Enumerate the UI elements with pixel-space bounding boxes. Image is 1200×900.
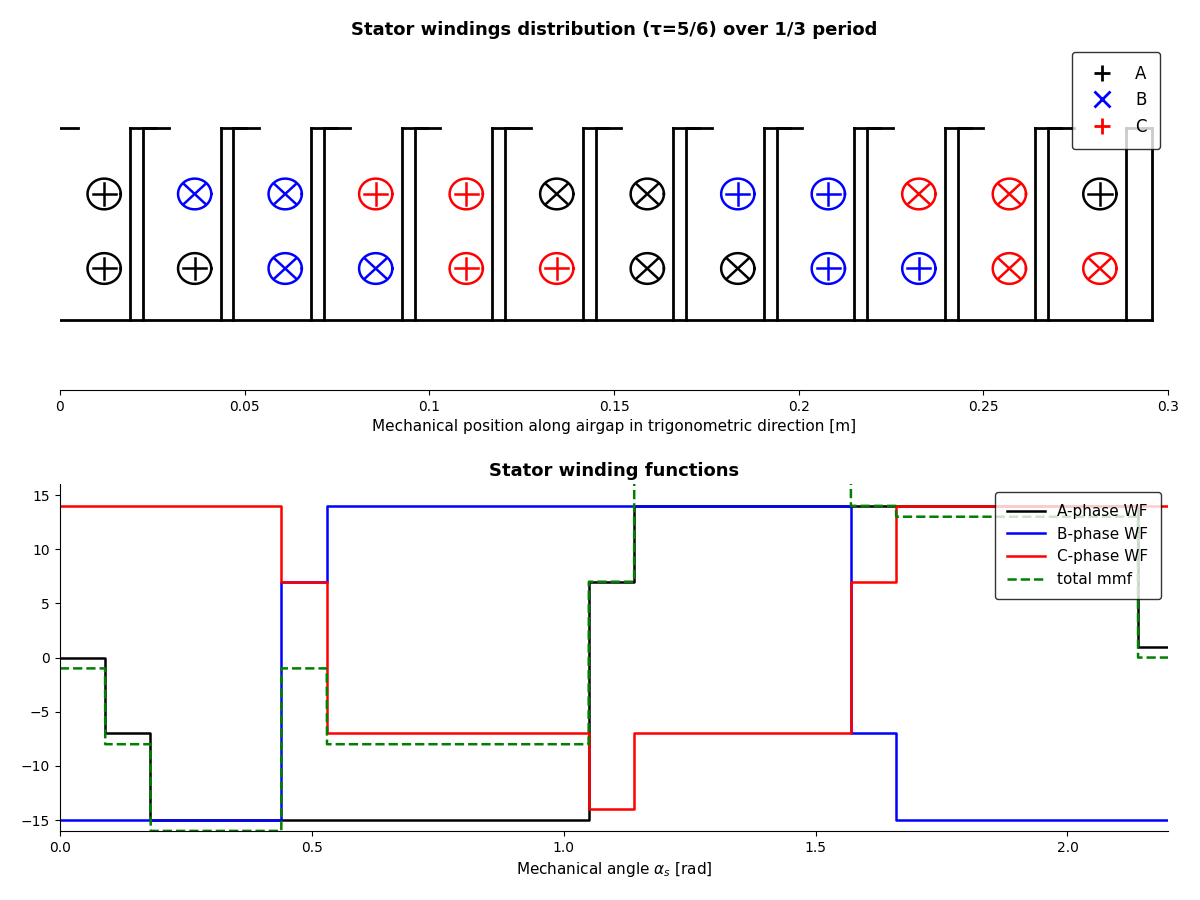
total mmf [476, 739, 491, 750]
C-phase WF [582, 728, 596, 739]
B-phase WF [889, 728, 904, 739]
Legend: A-phase WF, B-phase WF, C-phase WF, total mmf: A-phase WF, B-phase WF, C-phase WF, tota… [995, 492, 1160, 599]
C-phase WF [53, 500, 67, 511]
B-phase WF [319, 576, 334, 587]
C-phase WF [844, 728, 858, 739]
C-phase WF [1162, 500, 1176, 511]
Line: A-phase WF: A-phase WF [60, 506, 1169, 820]
X-axis label: Mechanical angle $\alpha_s$ [rad]: Mechanical angle $\alpha_s$ [rad] [516, 860, 713, 879]
A-phase WF [143, 728, 157, 739]
Line: B-phase WF: B-phase WF [60, 506, 1169, 820]
total mmf [965, 511, 979, 522]
C-phase WF [626, 804, 641, 814]
C-phase WF [626, 728, 641, 739]
total mmf [880, 500, 894, 511]
B-phase WF [319, 500, 334, 511]
C-phase WF [275, 576, 289, 587]
C-phase WF [889, 576, 904, 587]
Legend: A, B, C: A, B, C [1072, 51, 1160, 149]
A-phase WF [1162, 642, 1176, 652]
C-phase WF [275, 500, 289, 511]
A-phase WF [626, 500, 641, 511]
B-phase WF [1162, 814, 1176, 825]
C-phase WF [319, 576, 334, 587]
A-phase WF [582, 814, 596, 825]
A-phase WF [98, 728, 113, 739]
A-phase WF [98, 652, 113, 663]
total mmf [1162, 652, 1176, 663]
total mmf [144, 825, 158, 836]
Title: Stator winding functions: Stator winding functions [488, 462, 739, 480]
Line: C-phase WF: C-phase WF [60, 506, 1169, 809]
Line: total mmf: total mmf [60, 430, 1169, 831]
Title: Stator windings distribution (τ=5/6) over 1/3 period: Stator windings distribution (τ=5/6) ove… [350, 21, 877, 39]
total mmf [718, 425, 732, 436]
total mmf [628, 425, 642, 436]
C-phase WF [889, 500, 904, 511]
B-phase WF [275, 576, 289, 587]
A-phase WF [1130, 642, 1145, 652]
B-phase WF [889, 814, 904, 825]
B-phase WF [53, 814, 67, 825]
A-phase WF [582, 576, 596, 587]
total mmf [774, 425, 788, 436]
C-phase WF [844, 576, 858, 587]
total mmf [254, 825, 269, 836]
X-axis label: Mechanical position along airgap in trigonometric direction [m]: Mechanical position along airgap in trig… [372, 419, 856, 434]
B-phase WF [844, 500, 858, 511]
B-phase WF [844, 728, 858, 739]
A-phase WF [53, 652, 67, 663]
A-phase WF [143, 814, 157, 825]
A-phase WF [626, 576, 641, 587]
total mmf [53, 663, 67, 674]
C-phase WF [582, 804, 596, 814]
C-phase WF [319, 728, 334, 739]
B-phase WF [275, 814, 289, 825]
A-phase WF [1130, 500, 1145, 511]
